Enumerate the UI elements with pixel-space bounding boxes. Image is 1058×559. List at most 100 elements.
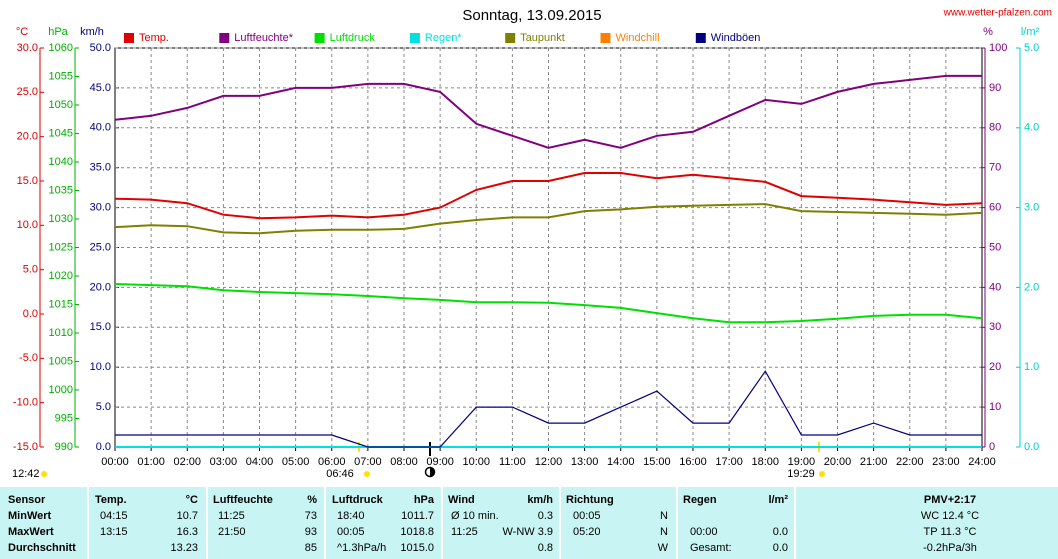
table-header: Regen — [683, 494, 717, 506]
table-cell: 0.0 — [773, 526, 788, 538]
table-header: % — [307, 494, 317, 506]
tick-label: 30 — [989, 321, 1001, 333]
legend-label: Regen* — [425, 32, 462, 44]
tick-label: 1020 — [49, 270, 73, 282]
tick-label: 70 — [989, 162, 1001, 174]
x-tick-label: 08:00 — [390, 456, 418, 468]
table-cell: -0.2hPa/3h — [923, 542, 977, 554]
tick-label: 3.0 — [1024, 202, 1039, 214]
tick-label: 80 — [989, 122, 1001, 134]
source: www.wetter-pfalzen.com — [943, 8, 1052, 19]
legend-swatch — [600, 33, 611, 43]
table-cell: 93 — [305, 526, 317, 538]
tick-label: 20.0 — [17, 131, 38, 143]
sun-icon — [364, 471, 370, 477]
axis-unit: % — [983, 26, 993, 38]
legend-label: Luftdruck — [330, 32, 376, 44]
legend-label: Luftfeuchte* — [234, 32, 293, 44]
legend-swatch — [314, 33, 325, 43]
legend-swatch — [409, 33, 420, 43]
x-tick-label: 15:00 — [643, 456, 671, 468]
table-header: hPa — [414, 494, 435, 506]
tick-label: 20.0 — [90, 281, 111, 293]
legend-label: Temp. — [139, 32, 169, 44]
tick-label: 1055 — [49, 70, 73, 82]
table-header: Temp. — [95, 494, 127, 506]
tick-label: 2.0 — [1024, 281, 1039, 293]
series-line — [114, 172, 983, 220]
table-header: Richtung — [566, 494, 614, 506]
table-header: km/h — [527, 494, 553, 506]
legend-swatch — [124, 33, 134, 43]
series-line — [114, 74, 982, 149]
x-tick-label: 16:00 — [679, 456, 707, 468]
chart-title: Sonntag, 13.09.2015 — [462, 7, 601, 24]
x-tick-label: 19:00 — [788, 456, 816, 468]
table-cell: 00:00 — [690, 526, 718, 538]
axis-unit: hPa — [48, 26, 68, 38]
table-cell: W-NW 3.9 — [502, 526, 553, 538]
legend-swatch — [219, 33, 230, 43]
legend-label: Taupunkt — [520, 32, 565, 44]
moon-icon — [430, 467, 435, 477]
x-tick-label: 07:00 — [354, 456, 382, 468]
table-cell: 21:50 — [218, 526, 246, 538]
tick-label: 0.0 — [1024, 441, 1039, 453]
tick-label: 1030 — [49, 213, 73, 225]
x-tick-label: 05:00 — [282, 456, 310, 468]
legend-swatch — [695, 33, 706, 43]
tick-label: 90 — [989, 82, 1001, 94]
sun-icon — [41, 471, 47, 477]
tick-label: 30.0 — [90, 202, 111, 214]
tick-label: 5.0 — [1024, 42, 1039, 54]
tick-label: 35.0 — [90, 162, 111, 174]
tick-label: 10.0 — [90, 361, 111, 373]
tick-label: 1000 — [49, 384, 73, 396]
tick-label: 100 — [989, 42, 1007, 54]
x-tick-label: 11:00 — [499, 456, 526, 468]
table-cell: MinWert — [8, 510, 52, 522]
tick-label: 20 — [989, 361, 1001, 373]
tick-label: 15.0 — [90, 321, 111, 333]
table-separators — [87, 487, 796, 559]
tick-label: 1035 — [49, 184, 73, 196]
tick-label: 60 — [989, 202, 1001, 214]
tick-label: 1045 — [49, 127, 73, 139]
sun-icon — [819, 471, 825, 477]
tick-label: 10.0 — [17, 219, 38, 231]
table-cell: 0.0 — [773, 542, 788, 554]
table-cell: 00:05 — [337, 526, 365, 538]
table-cell: 18:40 — [337, 510, 365, 522]
table-header: Sensor — [8, 494, 46, 506]
x-tick-label: 04:00 — [246, 456, 274, 468]
tick-label: 40 — [989, 281, 1001, 293]
x-tick-label: 21:00 — [860, 456, 888, 468]
tick-label: 1.0 — [1024, 361, 1039, 373]
tick-label: 15.0 — [17, 175, 38, 187]
x-tick-label: 13:00 — [571, 456, 599, 468]
x-tick-label: 12:00 — [535, 456, 563, 468]
tick-label: 1050 — [49, 99, 73, 111]
table-background — [0, 487, 1058, 559]
x-tick-label: 17:00 — [715, 456, 743, 468]
tick-label: 1005 — [49, 355, 73, 367]
table-header: °C — [186, 494, 198, 506]
table-cell: WC 12.4 °C — [921, 510, 979, 522]
table-cell: 11:25 — [218, 510, 245, 522]
table-cell: 13.23 — [170, 542, 198, 554]
axis-unit: km/h — [80, 26, 104, 38]
table-cell: W — [658, 542, 669, 554]
annotation: 12:42 — [12, 468, 40, 480]
table-cell: 10.7 — [177, 510, 198, 522]
tick-label: 50 — [989, 241, 1001, 253]
tick-label: -15.0 — [13, 441, 38, 453]
tick-label: 0 — [989, 441, 995, 453]
table-cell: 85 — [305, 542, 317, 554]
tick-label: 50.0 — [90, 42, 111, 54]
table-cell: 1015.0 — [400, 542, 434, 554]
table-cell: Ø 10 min. — [451, 510, 499, 522]
x-tick-label: 24:00 — [968, 456, 996, 468]
x-tick-label: 14:00 — [607, 456, 635, 468]
x-tick-label: 20:00 — [824, 456, 852, 468]
